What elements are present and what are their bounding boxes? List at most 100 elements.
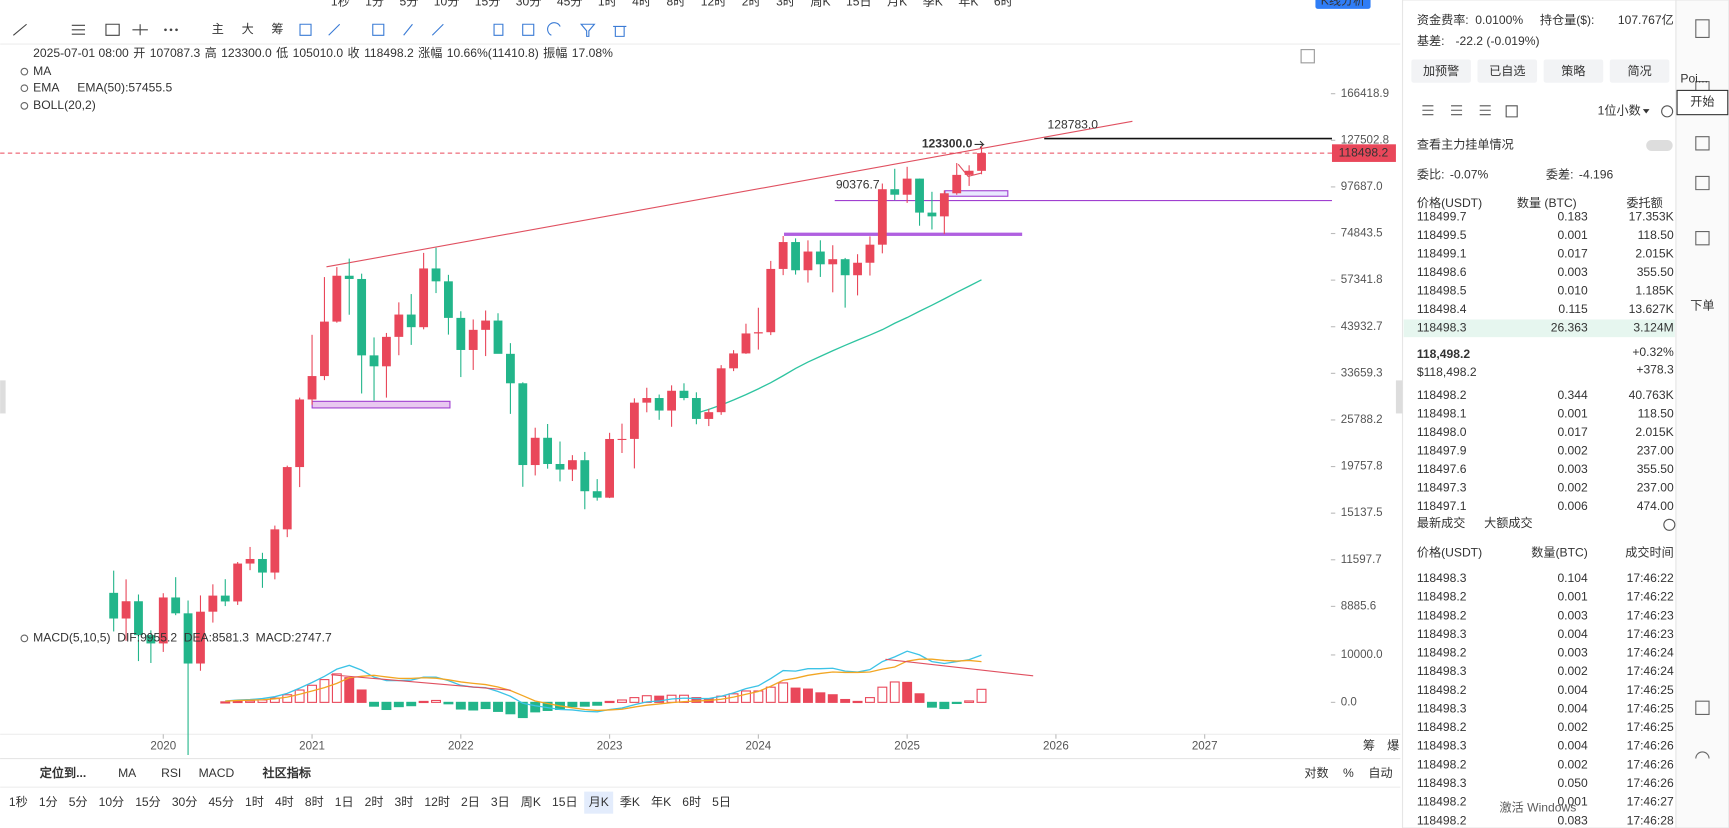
indicator-tab[interactable]: MA: [118, 766, 137, 780]
timeframe-tab[interactable]: 12时: [701, 0, 727, 8]
timeframe-tab[interactable]: 1秒: [9, 795, 28, 809]
main-tool[interactable]: 主: [212, 22, 224, 36]
precision-select[interactable]: 1位小数: [1598, 103, 1641, 118]
ask-cell: 118498.5: [1417, 283, 1467, 297]
timeframe-tab[interactable]: 月K: [589, 795, 609, 809]
trade-tab[interactable]: 大额成交: [1484, 515, 1532, 530]
timeframe-tab[interactable]: 年K: [958, 0, 978, 8]
timeframe-tab[interactable]: 4时: [632, 0, 651, 8]
corner-label[interactable]: 爆: [1387, 739, 1399, 753]
start-button[interactable]: [1676, 89, 1729, 116]
action-button-label[interactable]: 加预警: [1423, 63, 1459, 78]
timeframe-tab[interactable]: 1时: [598, 0, 617, 8]
timeframe-tab[interactable]: 45分: [557, 0, 583, 8]
scale-option[interactable]: 对数: [1304, 765, 1328, 780]
order-label[interactable]: 下单: [1690, 299, 1714, 313]
timeframe-tab[interactable]: 2时: [742, 0, 761, 8]
timeframe-tab[interactable]: 4时: [275, 795, 294, 809]
settings-icon[interactable]: [1661, 105, 1674, 118]
tool-icon[interactable]: [12, 23, 148, 36]
candle-body: [481, 320, 491, 330]
tool-icon[interactable]: [299, 22, 627, 37]
ohlc-info: 10.66%(11410.8): [447, 46, 539, 60]
trade-cell: 17:46:26: [1627, 776, 1674, 790]
toggle[interactable]: [1646, 140, 1673, 152]
community-link[interactable]: 社区指标: [262, 765, 311, 780]
indicator-tab[interactable]: MACD: [199, 766, 235, 780]
splitter: [0, 380, 6, 414]
stat-value: -22.2 (-0.019%): [1455, 34, 1539, 48]
action-button[interactable]: [1543, 59, 1604, 83]
trade-header: 数量(BTC): [1531, 545, 1588, 560]
candle-body: [815, 251, 825, 265]
main-tool[interactable]: 大: [242, 22, 254, 36]
tool-icon[interactable]: [164, 28, 167, 32]
timeframe-tab[interactable]: 45分: [208, 795, 234, 809]
timeframe-tab[interactable]: 5分: [399, 0, 418, 8]
action-button-label[interactable]: 简况: [1627, 64, 1651, 78]
timeframe-tab[interactable]: 12时: [424, 795, 450, 809]
timeframe-tab[interactable]: 10分: [434, 0, 460, 8]
timeframe-tab[interactable]: 3日: [491, 795, 510, 809]
scale-option[interactable]: %: [1343, 766, 1354, 780]
timeframe-tab[interactable]: 3时: [394, 795, 413, 809]
timeframe-tab[interactable]: 季K: [923, 0, 943, 8]
settings-icon[interactable]: [1663, 518, 1676, 531]
timeframe-tab[interactable]: 年K: [651, 795, 671, 809]
timeframe-tab[interactable]: 月K: [887, 0, 907, 8]
expand-icon[interactable]: [1300, 49, 1315, 64]
analysis-button[interactable]: [1315, 0, 1371, 9]
timeframe-tab[interactable]: 周K: [810, 0, 830, 8]
start-label[interactable]: 开始: [1690, 95, 1714, 109]
timeframe-tab[interactable]: 1秒: [331, 0, 350, 8]
action-button-label[interactable]: 已自选: [1489, 64, 1525, 78]
locate-button[interactable]: 定位到...: [39, 765, 86, 780]
depth-link[interactable]: 查看主力挂单情况: [1417, 138, 1514, 152]
timeframe-tab[interactable]: 15日: [552, 795, 578, 809]
timeframe-tab[interactable]: 30分: [516, 0, 542, 8]
timeframe-tab[interactable]: 15日: [846, 0, 872, 8]
indicator-bell[interactable]: [20, 67, 29, 76]
tool-icon[interactable]: [169, 28, 173, 32]
indicator-bell[interactable]: [20, 84, 29, 93]
timeframe-tab[interactable]: 1时: [245, 795, 264, 809]
action-button-label[interactable]: 策略: [1561, 63, 1585, 78]
timeframe-tab[interactable]: 6时: [682, 795, 701, 809]
candle-body: [295, 399, 305, 468]
side-popup[interactable]: Poi...: [1680, 72, 1708, 86]
indicator-tab[interactable]: RSI: [161, 766, 181, 780]
timeframe-tab[interactable]: 15分: [135, 795, 161, 809]
timeframe-tab[interactable]: 季K: [620, 795, 640, 809]
timeframe-tab[interactable]: 周K: [521, 795, 541, 809]
timeframe-tab[interactable]: 2日: [461, 795, 480, 809]
timeframe-tab[interactable]: 6时: [994, 0, 1013, 8]
analysis-button-label[interactable]: K线分析: [1321, 0, 1365, 7]
candle-body: [468, 329, 478, 350]
timeframe-tab[interactable]: 10分: [99, 795, 125, 809]
timeframe-tab[interactable]: 1分: [365, 0, 384, 8]
timeframe-tab[interactable]: 3时: [776, 0, 795, 8]
main-tool[interactable]: 筹: [271, 22, 283, 36]
timeframe-tab[interactable]: 15分: [475, 0, 501, 8]
timeframe-tab[interactable]: 8时: [305, 795, 324, 809]
action-button[interactable]: [1609, 59, 1670, 83]
timeframe-tab[interactable]: 8时: [666, 0, 685, 8]
timeframe-tab[interactable]: 1分: [39, 795, 58, 809]
timeframe-tab[interactable]: 5日: [712, 795, 731, 809]
timeframe-tab[interactable]: 1日: [335, 795, 354, 809]
timeframe-tab[interactable]: 5分: [69, 795, 88, 809]
macd-bar: [319, 679, 330, 703]
ohlc-info: 振幅: [543, 45, 567, 60]
action-button[interactable]: [1411, 59, 1471, 83]
corner-label[interactable]: 筹: [1363, 739, 1375, 753]
timeframe-tab[interactable]: 2时: [365, 795, 384, 809]
tool-icon[interactable]: [175, 28, 178, 32]
trade-tab[interactable]: 最新成交: [1417, 515, 1465, 530]
book-view-icon[interactable]: [1422, 105, 1518, 118]
action-button[interactable]: [1477, 59, 1538, 83]
stat-value: 0.0100%: [1475, 13, 1523, 27]
scale-option[interactable]: 自动: [1368, 766, 1392, 780]
indicator-bell[interactable]: [20, 634, 29, 643]
indicator-bell[interactable]: [20, 101, 29, 110]
timeframe-tab[interactable]: 30分: [172, 795, 198, 809]
